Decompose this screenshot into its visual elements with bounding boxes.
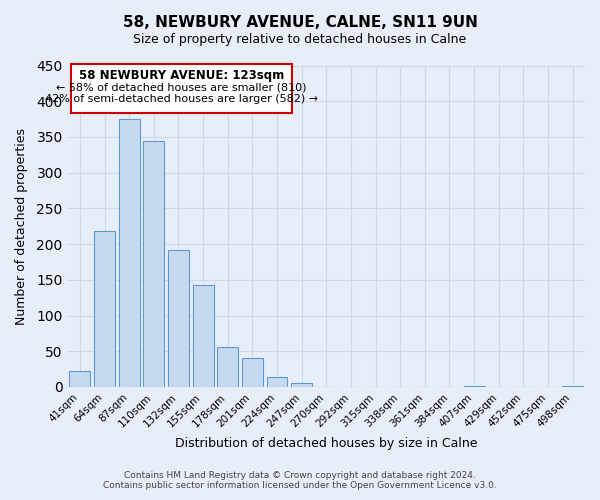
- Bar: [70, 370, 91, 387]
- Bar: [464, 386, 485, 387]
- Y-axis label: Number of detached properties: Number of detached properties: [15, 128, 28, 324]
- Bar: [143, 140, 164, 387]
- Bar: [94, 231, 115, 387]
- X-axis label: Distribution of detached houses by size in Calne: Distribution of detached houses by size …: [175, 437, 478, 450]
- Text: 58 NEWBURY AVENUE: 123sqm: 58 NEWBURY AVENUE: 123sqm: [79, 68, 284, 82]
- Bar: [168, 250, 189, 387]
- Bar: [242, 358, 263, 387]
- Bar: [119, 119, 140, 387]
- Text: Contains HM Land Registry data © Crown copyright and database right 2024.
Contai: Contains HM Land Registry data © Crown c…: [103, 470, 497, 490]
- Bar: [562, 386, 583, 387]
- Bar: [193, 285, 214, 387]
- Bar: [71, 64, 292, 114]
- Text: Size of property relative to detached houses in Calne: Size of property relative to detached ho…: [133, 32, 467, 46]
- Text: ← 58% of detached houses are smaller (810): ← 58% of detached houses are smaller (81…: [56, 82, 307, 92]
- Bar: [266, 377, 287, 387]
- Text: 42% of semi-detached houses are larger (582) →: 42% of semi-detached houses are larger (…: [45, 94, 318, 104]
- Text: 58, NEWBURY AVENUE, CALNE, SN11 9UN: 58, NEWBURY AVENUE, CALNE, SN11 9UN: [122, 15, 478, 30]
- Bar: [217, 347, 238, 387]
- Bar: [291, 382, 312, 387]
